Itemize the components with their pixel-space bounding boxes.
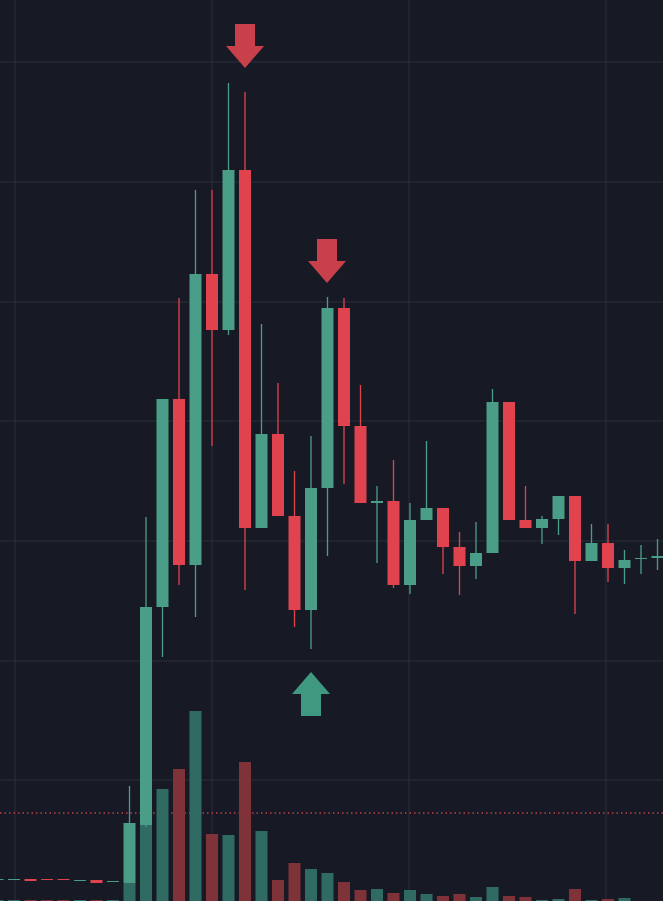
volume-bar [470,897,482,901]
candle-body [437,508,449,547]
candle-body [404,520,416,585]
candle-body [354,426,367,503]
candle-body [0,879,4,880]
candle-body [206,274,218,330]
volume-bar [255,831,268,901]
candle-body [585,543,598,561]
candle-body [453,547,466,566]
candle-body [338,308,350,426]
candle-body [156,399,169,607]
candle-body [371,501,383,503]
candle-body [90,880,103,883]
candle-body [189,274,202,565]
volume-bar [569,889,581,901]
candle-body [503,402,515,520]
arrow-marker [292,672,330,716]
candle-body [8,879,20,880]
candle-body [288,516,301,610]
candle-body [602,543,614,568]
volume-bar [371,889,383,901]
volume-bar [272,880,284,901]
candle-body [635,558,647,559]
candle-body [569,496,581,561]
candle-body [321,308,334,488]
volume-bar [486,887,499,901]
candle-body [486,402,499,553]
volume-bar [173,769,185,901]
volume-bar [453,894,466,901]
volume-bar [404,890,416,901]
candle-body [552,496,565,519]
candle-body [41,879,53,880]
candle-body [107,881,119,882]
volume-bar [222,835,235,901]
candle-body [74,880,86,881]
candle-body [57,879,70,880]
volume-bar [338,882,350,901]
volume-bar [305,869,317,901]
volume-bar [437,896,449,901]
candle-body [123,823,136,883]
volume-bar [602,899,614,901]
candle-body [305,488,317,610]
candle-body [519,520,532,528]
candle-body [387,501,400,585]
candle-body [173,399,185,565]
arrow-marker [226,24,264,68]
arrow-marker [308,239,346,283]
candle-body [24,879,37,881]
candle-body [272,434,284,516]
volume-bar [321,873,334,901]
volume-bar [239,762,251,901]
volume-bar [420,894,433,901]
volume-bar [618,898,631,901]
candle-body [536,519,548,528]
candle-body [470,553,482,566]
volume-bar [519,897,532,901]
candle-body [239,170,251,528]
volume-bar [206,834,218,901]
candle-body [222,170,235,330]
volume-bar [552,899,565,901]
volume-bar [189,711,202,901]
volume-bar [387,893,400,901]
candle-body [651,556,663,558]
volume-bar [288,863,301,901]
volume-bar [503,896,515,901]
volume-bar [354,890,367,901]
candle-body [618,560,631,568]
volume-bar [156,789,169,901]
candle-body [140,607,152,825]
candle-body [255,434,268,528]
candle-body [420,508,433,520]
